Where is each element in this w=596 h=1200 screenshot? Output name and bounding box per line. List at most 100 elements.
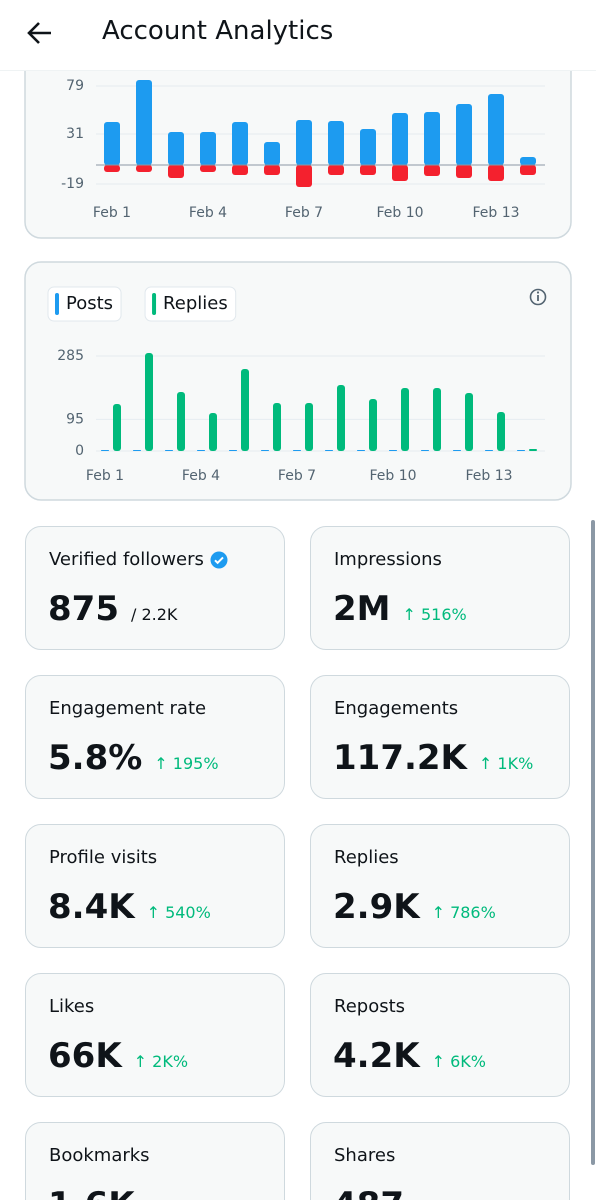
bar: [389, 450, 397, 451]
stat-value: 66K: [48, 1036, 122, 1076]
bar: [104, 165, 120, 172]
bar: [337, 385, 345, 451]
back-button[interactable]: [25, 18, 55, 48]
x-tick-label: Feb 4: [182, 468, 220, 484]
page-title: Account Analytics: [102, 16, 334, 46]
stat-value: 4.2K: [333, 1036, 420, 1076]
stat-label-text: Engagement rate: [49, 698, 207, 719]
bar: [113, 404, 121, 451]
bar: [401, 388, 409, 451]
stat-label: Reposts: [334, 996, 405, 1017]
stat-label-text: Shares: [334, 1145, 396, 1166]
bar: [392, 165, 408, 181]
stat-card[interactable]: Replies 2.9K ↑ 786%: [310, 824, 570, 948]
stat-value-row: 8.4K ↑ 540%: [48, 887, 211, 927]
x-tick-label: Feb 4: [189, 205, 227, 221]
bar: [456, 104, 472, 165]
stat-label-text: Impressions: [334, 549, 442, 570]
legend-item: Replies: [144, 286, 237, 322]
bar: [517, 450, 525, 451]
bar: [392, 113, 408, 165]
stat-card[interactable]: Reposts 4.2K ↑ 6K%: [310, 973, 570, 1097]
bar: [273, 403, 281, 451]
stat-value-row: 5.8% ↑ 195%: [48, 738, 219, 778]
legend-label: Posts: [66, 293, 113, 314]
stat-value-row: 487: [333, 1185, 404, 1200]
bar: [168, 132, 184, 165]
bar: [168, 165, 184, 178]
x-tick-label: Feb 13: [465, 468, 512, 484]
legend-item: Posts: [47, 286, 122, 322]
stat-label-text: Reposts: [334, 996, 406, 1017]
stat-label-text: Likes: [49, 996, 95, 1017]
info-icon[interactable]: [529, 288, 547, 306]
stat-card[interactable]: Shares 487: [310, 1122, 570, 1200]
bar: [433, 388, 441, 451]
stat-value: 1.6K: [48, 1185, 135, 1200]
stat-value: 8.4K: [48, 887, 135, 927]
legend-pill: [47, 286, 122, 322]
stat-card[interactable]: Engagement rate 5.8% ↑ 195%: [25, 675, 285, 799]
stat-change: ↑ 786%: [431, 903, 496, 922]
bar: [328, 121, 344, 165]
bar: [465, 393, 473, 451]
stat-value-row: 875 / 2.2K: [48, 589, 177, 629]
stat-card[interactable]: Likes 66K ↑ 2K%: [25, 973, 285, 1097]
bar: [209, 413, 217, 451]
stat-card[interactable]: Bookmarks 1.6K: [25, 1122, 285, 1200]
stat-value-row: 117.2K ↑ 1K%: [333, 738, 533, 778]
stat-label-text: Profile visits: [49, 847, 158, 868]
bar: [261, 450, 269, 451]
stat-value: 117.2K: [333, 738, 467, 778]
bar: [264, 165, 280, 175]
bar: [101, 450, 109, 451]
bar: [200, 165, 216, 172]
bar: [197, 450, 205, 451]
stat-value-row: 2.9K ↑ 786%: [333, 887, 496, 927]
stat-value-row: 2M ↑ 516%: [333, 589, 467, 629]
bar: [264, 142, 280, 165]
stat-card[interactable]: Engagements 117.2K ↑ 1K%: [310, 675, 570, 799]
stat-card[interactable]: Profile visits 8.4K ↑ 540%: [25, 824, 285, 948]
bar: [453, 450, 461, 451]
stat-value: 5.8%: [48, 738, 143, 778]
verified-badge: [210, 551, 228, 568]
bar: [177, 392, 185, 451]
stat-label: Engagement rate: [49, 698, 206, 719]
x-tick-label: Feb 7: [285, 205, 323, 221]
stat-label: Verified followers: [49, 549, 228, 570]
y-tick-label: 31: [66, 126, 84, 142]
bar: [497, 412, 505, 451]
x-tick-label: Feb 7: [278, 468, 316, 484]
stat-change: ↑ 1K%: [478, 754, 534, 773]
bar: [136, 165, 152, 172]
charts: -19 31 79 Feb 1 Feb 4 Feb 7 Feb 10 Feb 13 0 95 285…: [24, 0, 572, 501]
stat-value-row: 1.6K: [48, 1185, 135, 1200]
stat-label-text: Engagements: [334, 698, 459, 719]
bar: [104, 122, 120, 165]
bar: [456, 165, 472, 178]
stat-label: Likes: [49, 996, 94, 1017]
stat-change: ↑ 516%: [402, 605, 467, 624]
stat-value-row: 66K ↑ 2K%: [48, 1036, 188, 1076]
stat-label-text: Verified followers: [49, 549, 204, 570]
stat-label: Replies: [334, 847, 399, 868]
x-tick-label: Feb 10: [376, 205, 423, 221]
y-tick-label: 79: [66, 78, 84, 94]
y-tick-label: -19: [61, 176, 84, 192]
scrollbar: [591, 520, 595, 1165]
legend-swatch: [152, 293, 157, 315]
stat-card[interactable]: Impressions 2M ↑ 516%: [310, 526, 570, 650]
stat-label-text: Replies: [334, 847, 399, 868]
bar: [488, 165, 504, 181]
bar: [369, 399, 377, 451]
y-tick-label: 285: [57, 348, 84, 364]
stat-card[interactable]: Verified followers 875 / 2.2K: [25, 526, 285, 650]
stat-label-text: Bookmarks: [49, 1145, 150, 1166]
stat-label: Shares: [334, 1145, 395, 1166]
stat-label: Profile visits: [49, 847, 157, 868]
bar: [520, 165, 536, 175]
bar: [325, 450, 333, 451]
bar: [357, 450, 365, 451]
